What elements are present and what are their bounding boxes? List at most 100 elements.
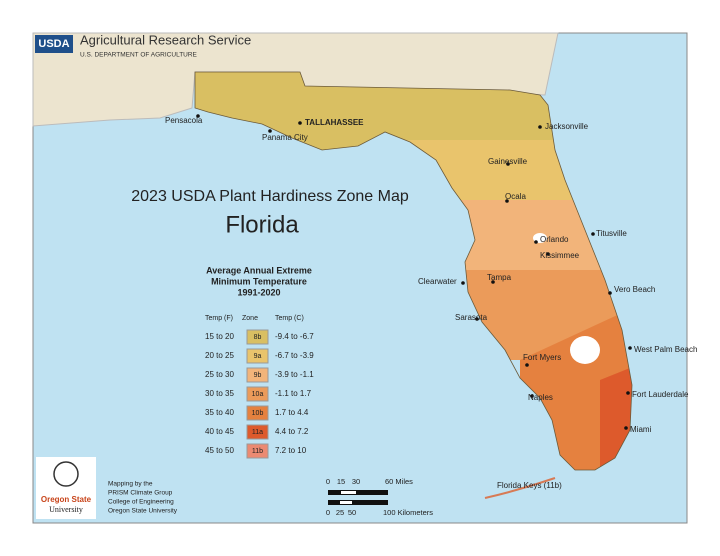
city-label: Ocala bbox=[505, 192, 526, 201]
city-dot bbox=[538, 125, 542, 129]
city-dot bbox=[608, 291, 612, 295]
city-dot bbox=[506, 162, 510, 166]
city-label: Titusville bbox=[596, 229, 627, 238]
usda-logo bbox=[35, 35, 73, 53]
city-dot bbox=[268, 129, 272, 133]
credit-line: Oregon State University bbox=[108, 508, 178, 515]
legend-zone: 11a bbox=[252, 429, 263, 436]
city-label: TALLAHASSEE bbox=[305, 118, 364, 127]
city-dot bbox=[628, 346, 632, 350]
city-label: Fort Lauderdale bbox=[632, 390, 689, 399]
credit-line: PRISM Climate Group bbox=[108, 490, 173, 497]
city-dot bbox=[626, 391, 630, 395]
legend-swatch bbox=[246, 443, 269, 459]
legend-title: Minimum Temperature bbox=[211, 276, 307, 286]
usda-logo-text: USDA bbox=[38, 38, 69, 50]
legend-column: Temp (F) bbox=[205, 315, 233, 322]
city-dot bbox=[475, 317, 479, 321]
legend-swatch bbox=[246, 405, 269, 421]
city-dot bbox=[591, 232, 595, 236]
city-label: Jacksonville bbox=[545, 122, 589, 131]
city-dot bbox=[534, 240, 538, 244]
city-label: Panama City bbox=[262, 133, 308, 142]
legend-temp-f: 35 to 40 bbox=[205, 408, 234, 417]
city-label: Sarasota bbox=[455, 313, 488, 322]
scale-label: 100 Kilometers bbox=[383, 508, 433, 517]
credit-line: College of Engineering bbox=[108, 499, 174, 506]
city-label: Gainesville bbox=[488, 157, 528, 166]
department: U.S. DEPARTMENT OF AGRICULTURE bbox=[80, 52, 198, 59]
city-label: West Palm Beach bbox=[634, 345, 697, 354]
city-dot bbox=[505, 199, 509, 203]
city-label: Vero Beach bbox=[614, 285, 655, 294]
florida-keys bbox=[484, 477, 556, 499]
credits: Mapping by the PRISM Climate Group College… bbox=[108, 481, 178, 515]
scale-labels: 0 15 30 60 Miles 0 25 50 100 Kilometers bbox=[326, 477, 433, 517]
city-label: Kissimmee bbox=[540, 251, 580, 260]
legend-temp-f: 45 to 50 bbox=[205, 446, 234, 455]
legend-temp-c: 1.7 to 4.4 bbox=[275, 408, 309, 417]
osu-seal bbox=[53, 461, 79, 487]
scale-label: 15 bbox=[337, 477, 345, 486]
legend-swatch bbox=[246, 386, 269, 402]
city-dot bbox=[491, 280, 495, 284]
keys-label: Florida Keys (11b) bbox=[497, 481, 562, 490]
legend-zone: 9a bbox=[254, 353, 262, 360]
scale-bar bbox=[341, 491, 356, 494]
city-label: Pensacola bbox=[165, 116, 203, 125]
florida-outline bbox=[194, 71, 633, 471]
zone-region bbox=[600, 360, 632, 470]
legend-swatch bbox=[246, 348, 269, 364]
scale-bar bbox=[328, 500, 388, 505]
legend-title: 1991-2020 bbox=[237, 287, 280, 297]
legend-title: Average Annual Extreme bbox=[206, 265, 312, 275]
city-label: Miami bbox=[630, 425, 652, 434]
scale-label: 50 bbox=[348, 508, 356, 517]
legend-swatch bbox=[246, 329, 269, 345]
legend-column: Zone bbox=[242, 315, 258, 322]
city-label: Orlando bbox=[540, 235, 569, 244]
state-name: Florida bbox=[225, 211, 299, 238]
legend-swatch bbox=[246, 424, 269, 440]
legend-temp-f: 20 to 25 bbox=[205, 351, 234, 360]
city-label: Tampa bbox=[487, 273, 512, 282]
city-dot bbox=[196, 114, 200, 118]
osu-name: University bbox=[49, 505, 83, 514]
legend-temp-f: 40 to 45 bbox=[205, 427, 234, 436]
map-title: 2023 USDA Plant Hardiness Zone Map bbox=[131, 188, 409, 205]
city-dot bbox=[298, 121, 302, 125]
osu-logo-box bbox=[36, 457, 96, 519]
credit-line: Mapping by the bbox=[108, 481, 153, 488]
legend-temp-c: -3.9 to -1.1 bbox=[275, 370, 314, 379]
city-dot bbox=[624, 426, 628, 430]
legend-zone: 8b bbox=[254, 334, 262, 341]
scale-label: 30 bbox=[352, 477, 360, 486]
city-dot bbox=[461, 281, 465, 285]
legend-zone: 9b bbox=[254, 372, 262, 379]
city-label: Clearwater bbox=[418, 277, 457, 286]
legend-zone: 11b bbox=[252, 448, 263, 455]
city-label: Naples bbox=[528, 393, 553, 402]
city-dot bbox=[525, 363, 529, 367]
scale-label: 60 Miles bbox=[385, 477, 413, 486]
legend-temp-f: 25 to 30 bbox=[205, 370, 234, 379]
legend-temp-c: 4.4 to 7.2 bbox=[275, 427, 309, 436]
city-labels: Pensacola Panama City TALLAHASSEE Jacksonvi… bbox=[165, 114, 697, 434]
scale-label: 0 bbox=[326, 508, 330, 517]
city-dot bbox=[530, 394, 534, 398]
legend-temp-c: -9.4 to -6.7 bbox=[275, 332, 314, 341]
scale-bar bbox=[328, 490, 388, 495]
lake-okeechobee bbox=[570, 336, 600, 364]
city-label: Fort Myers bbox=[523, 353, 561, 362]
scale-label: 25 bbox=[336, 508, 344, 517]
legend-zone: 10a bbox=[252, 391, 264, 398]
scale-bar bbox=[340, 501, 352, 504]
osu-name: Oregon State bbox=[41, 495, 92, 504]
agency: Agricultural Research Service bbox=[80, 32, 251, 47]
city-dot bbox=[546, 252, 550, 256]
legend-temp-f: 30 to 35 bbox=[205, 389, 234, 398]
legend-column: Temp (C) bbox=[275, 315, 304, 322]
